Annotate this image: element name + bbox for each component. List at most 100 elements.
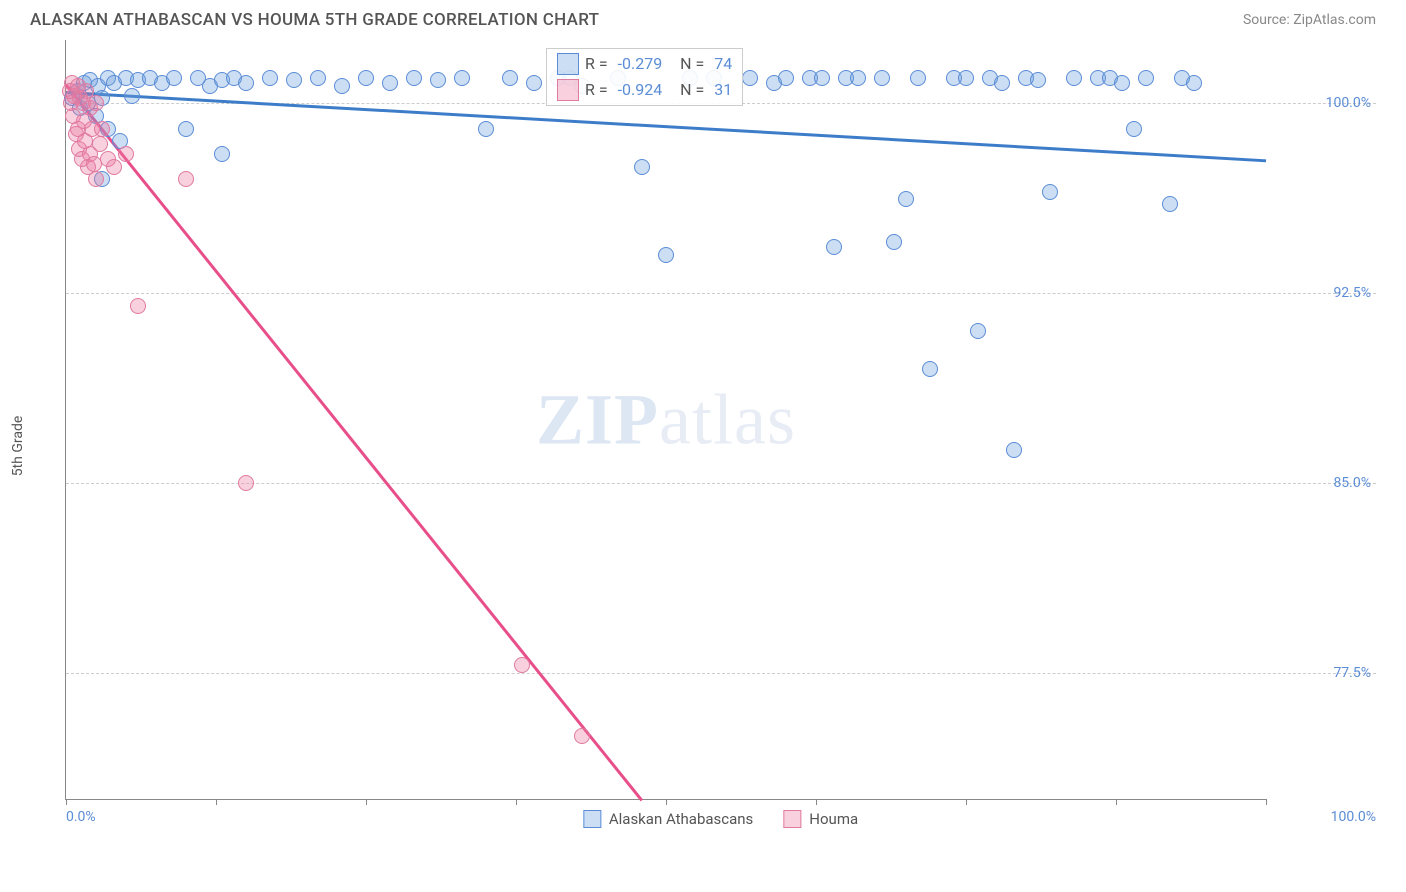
chart-title: ALASKAN ATHABASCAN VS HOUMA 5TH GRADE CO… <box>30 10 599 30</box>
stat-r-value: -0.279 <box>618 54 663 73</box>
stats-row: R = -0.924 N = 31 <box>551 77 738 103</box>
source-label: Source: ZipAtlas.com <box>1243 12 1376 28</box>
data-point <box>454 70 470 86</box>
stats-row: R = -0.279 N = 74 <box>551 51 738 77</box>
x-tick <box>66 799 67 805</box>
stat-n-label: N = <box>668 54 708 73</box>
data-point <box>406 70 422 86</box>
legend: Alaskan Athabascans Houma <box>583 810 858 828</box>
chart-container: ZIPatlas 0.0% 100.0% 77.5% 85.0% 92.5% 100.… <box>65 40 1376 830</box>
legend-swatch <box>583 810 601 828</box>
gridline <box>66 483 1376 484</box>
data-point <box>1162 196 1178 212</box>
data-point <box>1006 442 1022 458</box>
data-point <box>574 728 590 744</box>
data-point <box>88 171 104 187</box>
data-point <box>502 70 518 86</box>
data-point <box>526 75 542 91</box>
data-point <box>310 70 326 86</box>
data-point <box>382 75 398 91</box>
trend-line <box>65 83 643 801</box>
data-point <box>1186 75 1202 91</box>
data-point <box>166 70 182 86</box>
data-point <box>178 171 194 187</box>
y-tick-label: 92.5% <box>1271 285 1371 301</box>
watermark: ZIPatlas <box>536 378 796 461</box>
data-point <box>874 70 890 86</box>
legend-label: Houma <box>809 810 858 828</box>
data-point <box>88 95 104 111</box>
watermark-light: atlas <box>659 379 796 459</box>
y-tick-label: 85.0% <box>1271 475 1371 491</box>
stats-swatch <box>557 53 579 75</box>
data-point <box>514 657 530 673</box>
plot-area: ZIPatlas 0.0% 100.0% 77.5%85.0%92.5%100.… <box>65 40 1266 800</box>
data-point <box>1114 75 1130 91</box>
data-point <box>898 191 914 207</box>
data-point <box>94 121 110 137</box>
data-point <box>334 78 350 94</box>
stat-r-value: -0.924 <box>618 80 663 99</box>
data-point <box>106 159 122 175</box>
stats-swatch <box>557 79 579 101</box>
data-point <box>742 70 758 86</box>
data-point <box>970 323 986 339</box>
data-point <box>118 146 134 162</box>
data-point <box>850 70 866 86</box>
data-point <box>478 121 494 137</box>
stat-r-label: R = <box>585 80 612 99</box>
data-point <box>430 72 446 88</box>
data-point <box>634 159 650 175</box>
y-tick-label: 100.0% <box>1271 95 1371 111</box>
data-point <box>286 72 302 88</box>
stat-n-value: 74 <box>714 54 732 73</box>
data-point <box>1066 70 1082 86</box>
x-min-label: 0.0% <box>66 809 96 825</box>
legend-item: Alaskan Athabascans <box>583 810 753 828</box>
x-tick <box>516 799 517 805</box>
stat-n-label: N = <box>668 80 708 99</box>
y-axis-label: 5th Grade <box>10 416 26 477</box>
legend-label: Alaskan Athabascans <box>609 810 753 828</box>
data-point <box>238 475 254 491</box>
x-tick <box>216 799 217 805</box>
data-point <box>1126 121 1142 137</box>
data-point <box>262 70 278 86</box>
data-point <box>1030 72 1046 88</box>
x-tick <box>966 799 967 805</box>
data-point <box>130 298 146 314</box>
data-point <box>1138 70 1154 86</box>
data-point <box>826 239 842 255</box>
legend-swatch <box>783 810 801 828</box>
data-point <box>658 247 674 263</box>
x-tick <box>366 799 367 805</box>
data-point <box>238 75 254 91</box>
x-tick <box>1266 799 1267 805</box>
data-point <box>358 70 374 86</box>
data-point <box>886 234 902 250</box>
stat-r-label: R = <box>585 54 612 73</box>
gridline <box>66 293 1376 294</box>
data-point <box>994 75 1010 91</box>
x-tick <box>1116 799 1117 805</box>
data-point <box>958 70 974 86</box>
data-point <box>214 146 230 162</box>
data-point <box>92 136 108 152</box>
y-tick-label: 77.5% <box>1271 665 1371 681</box>
stats-box: R = -0.279 N = 74R = -0.924 N = 31 <box>546 48 743 106</box>
gridline <box>66 673 1376 674</box>
x-tick <box>816 799 817 805</box>
x-tick <box>666 799 667 805</box>
data-point <box>1042 184 1058 200</box>
watermark-bold: ZIP <box>536 379 659 459</box>
header: ALASKAN ATHABASCAN VS HOUMA 5TH GRADE CO… <box>0 0 1406 35</box>
data-point <box>814 70 830 86</box>
data-point <box>178 121 194 137</box>
data-point <box>124 88 140 104</box>
legend-item: Houma <box>783 810 858 828</box>
stat-n-value: 31 <box>714 80 732 99</box>
data-point <box>910 70 926 86</box>
x-max-label: 100.0% <box>1331 809 1376 825</box>
data-point <box>778 70 794 86</box>
data-point <box>922 361 938 377</box>
